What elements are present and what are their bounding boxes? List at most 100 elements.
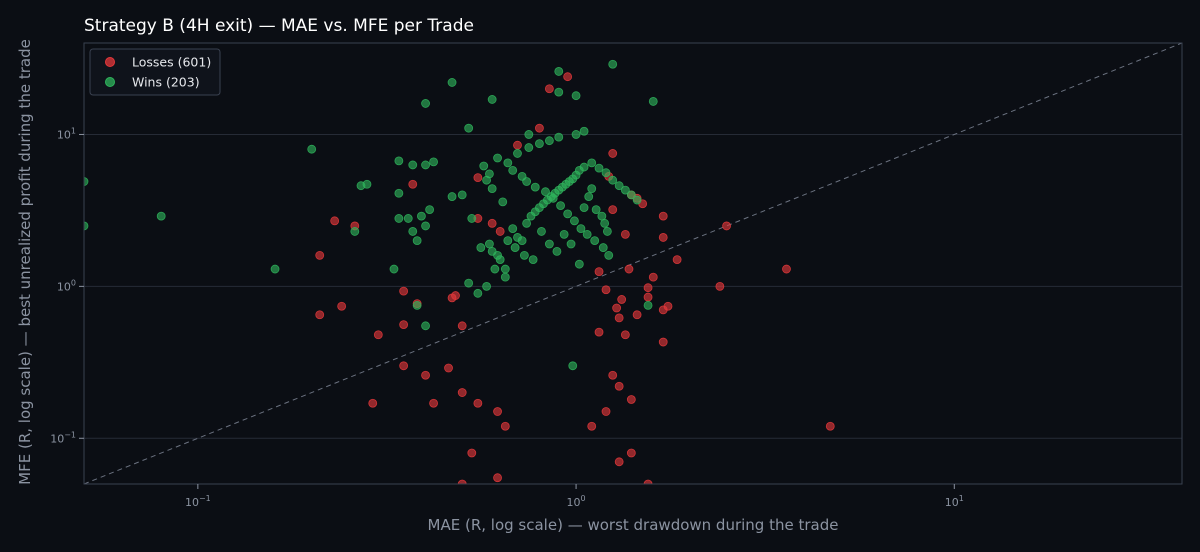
data-point-loss bbox=[399, 286, 409, 296]
data-point-win bbox=[571, 130, 581, 139]
data-point-win bbox=[500, 272, 510, 282]
data-point-win bbox=[479, 161, 489, 171]
data-point-loss bbox=[632, 310, 642, 320]
plot-frame bbox=[83, 42, 1183, 485]
data-point-win bbox=[389, 264, 399, 274]
data-point-loss bbox=[544, 84, 554, 94]
data-point-win bbox=[587, 184, 597, 194]
data-point-loss bbox=[535, 123, 544, 133]
data-point-win bbox=[600, 218, 610, 228]
y-tick-label: 101 bbox=[57, 126, 76, 141]
data-point-win bbox=[394, 214, 404, 223]
data-point-win bbox=[608, 175, 618, 185]
data-point-loss bbox=[451, 291, 460, 300]
data-point-win bbox=[620, 185, 630, 195]
data-point-loss bbox=[617, 295, 627, 304]
data-point-win bbox=[554, 67, 564, 76]
data-point-win bbox=[307, 144, 317, 154]
data-point-win bbox=[421, 160, 430, 170]
data-point-loss bbox=[658, 211, 668, 221]
legend-marker bbox=[105, 57, 115, 67]
data-point-win bbox=[473, 288, 483, 298]
x-tick-label: 10−1 bbox=[185, 494, 211, 509]
data-point-loss bbox=[444, 363, 453, 373]
data-point-win bbox=[421, 99, 430, 108]
x-axis-label: MAE (R, log scale) — worst drawdown duri… bbox=[428, 516, 839, 534]
data-point-win bbox=[403, 214, 413, 223]
data-point-win bbox=[394, 188, 404, 198]
data-point-win bbox=[464, 123, 474, 133]
data-point-win bbox=[604, 250, 614, 260]
data-point-win bbox=[498, 197, 508, 207]
data-point-loss bbox=[614, 381, 624, 391]
data-point-loss bbox=[500, 421, 510, 431]
data-point-win bbox=[528, 255, 538, 265]
data-point-win bbox=[554, 87, 564, 97]
data-point-win bbox=[362, 179, 372, 189]
data-point-loss bbox=[473, 173, 483, 182]
data-point-win bbox=[503, 236, 513, 246]
data-point-win bbox=[566, 239, 576, 249]
data-point-loss bbox=[513, 140, 522, 150]
data-point-win bbox=[408, 160, 418, 170]
data-point-win bbox=[626, 190, 636, 200]
data-point-loss bbox=[601, 285, 611, 295]
data-point-win bbox=[490, 264, 500, 274]
data-point-win bbox=[519, 250, 529, 260]
data-point-loss bbox=[563, 72, 573, 82]
data-point-loss bbox=[330, 216, 340, 226]
data-point-win bbox=[417, 211, 426, 221]
data-point-win bbox=[350, 227, 360, 236]
data-point-win bbox=[579, 203, 589, 212]
data-point-win bbox=[524, 130, 534, 139]
data-point-win bbox=[608, 59, 618, 69]
data-point-win bbox=[548, 193, 558, 203]
data-point-loss bbox=[457, 388, 467, 397]
x-tick-label: 100 bbox=[567, 494, 586, 509]
data-point-loss bbox=[493, 473, 502, 483]
data-point-loss bbox=[643, 479, 653, 484]
data-point-win bbox=[421, 221, 430, 231]
data-point-loss bbox=[594, 327, 604, 337]
y-axis-label: MFE (R, log scale) — best unrealized pro… bbox=[16, 39, 34, 485]
data-point-win bbox=[522, 218, 532, 228]
data-point-win bbox=[495, 255, 505, 265]
data-point-win bbox=[571, 91, 581, 101]
legend-box bbox=[89, 48, 221, 96]
data-point-loss bbox=[457, 479, 467, 484]
legend-marker bbox=[105, 77, 115, 87]
data-point-win bbox=[508, 224, 518, 234]
data-point-loss bbox=[467, 448, 477, 458]
data-point-win bbox=[530, 182, 540, 192]
data-point-win bbox=[508, 165, 518, 175]
data-point-win bbox=[84, 221, 89, 231]
data-point-win bbox=[394, 156, 404, 166]
data-point-loss bbox=[608, 205, 618, 215]
data-point-win bbox=[517, 236, 527, 246]
data-point-win bbox=[457, 190, 467, 200]
data-point-loss bbox=[620, 229, 630, 239]
data-point-win bbox=[598, 243, 608, 252]
data-point-loss bbox=[614, 313, 624, 323]
data-point-win bbox=[487, 184, 497, 194]
data-point-win bbox=[568, 361, 578, 371]
data-point-win bbox=[156, 211, 166, 221]
data-point-win bbox=[559, 229, 569, 239]
data-point-win bbox=[648, 97, 658, 106]
data-point-win bbox=[482, 175, 491, 185]
data-point-win bbox=[570, 216, 579, 226]
data-point-win bbox=[591, 205, 601, 215]
data-point-loss bbox=[601, 407, 611, 416]
data-point-loss bbox=[608, 149, 618, 158]
data-point-win bbox=[594, 163, 604, 173]
data-point-loss bbox=[315, 310, 325, 320]
legend-label: Wins (203) bbox=[132, 75, 200, 90]
data-point-loss bbox=[620, 330, 630, 340]
y-axis-ticks: 10−1 100 101 bbox=[50, 126, 84, 445]
data-point-win bbox=[485, 239, 494, 249]
data-point-win bbox=[552, 246, 562, 256]
data-point-win bbox=[482, 281, 491, 291]
data-point-loss bbox=[626, 448, 636, 458]
points-group bbox=[84, 59, 835, 484]
data-point-loss bbox=[658, 233, 668, 242]
